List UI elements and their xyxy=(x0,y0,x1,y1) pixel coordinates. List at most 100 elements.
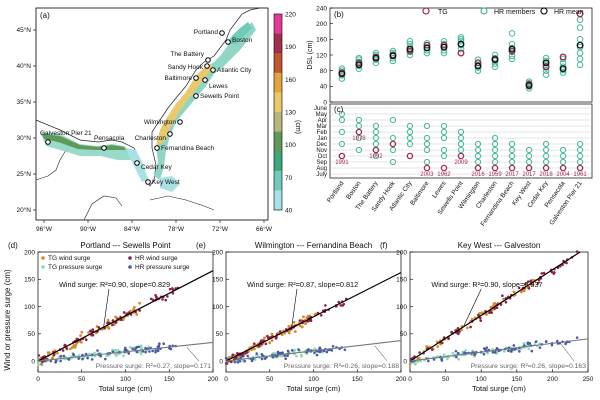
dsl-hr-member-point xyxy=(576,36,584,43)
tg-pressure-point xyxy=(522,341,526,345)
month-tick-label: Apr xyxy=(318,118,327,124)
tg-pressure-point xyxy=(87,352,91,356)
month-hr-member-point xyxy=(576,146,584,154)
tg-pressure-point xyxy=(128,345,132,349)
pressure-fit-annotation: Pressure surge: R²=0.26, slope=0.163 xyxy=(471,363,586,370)
hr-wind-point xyxy=(252,342,256,345)
hr-wind-point xyxy=(447,337,450,341)
month-hr-member-point xyxy=(457,128,465,136)
surge-xtick-label: 150 xyxy=(352,376,363,383)
dsl-hr-member-point xyxy=(576,16,584,24)
dsl-hr-mean-point xyxy=(423,44,431,52)
dsl-hr-member-point xyxy=(576,49,584,57)
hr-pressure-point xyxy=(493,351,497,354)
hr-pressure-point xyxy=(286,354,289,358)
hr-pressure-point xyxy=(473,353,476,356)
hr-pressure-point xyxy=(86,356,89,360)
hr-wind-point xyxy=(240,354,244,357)
tg-wind-point xyxy=(417,356,421,360)
month-hr-member-point xyxy=(389,158,397,166)
surge-ytick-label: 200 xyxy=(24,249,35,256)
month-tick-label: Jan xyxy=(317,136,327,142)
surge-ytick-label: 50 xyxy=(400,331,408,338)
dsl-hr-member-point xyxy=(508,52,516,60)
dsl-hr-member-point xyxy=(457,36,465,43)
surge-panel-d: Portland --- Sewells Point (d) 0 50 100 150 20… xyxy=(8,241,219,393)
surge-xtick-label: 100 xyxy=(476,376,487,383)
tg-wind-point xyxy=(106,318,110,322)
tg-pressure-point xyxy=(464,349,467,352)
month-hr-member-point xyxy=(355,122,363,130)
surge-title: Key West --- Galveston xyxy=(458,241,541,250)
surge-title: Wilmington --- Fernandina Beach xyxy=(255,241,372,250)
month-hr-member-point xyxy=(474,152,482,160)
colorbar: 220 190 160 130 100 70 40 xyxy=(273,12,296,215)
surge-ytick-label: 0 xyxy=(403,358,407,365)
colorbar-tick-label: 40 xyxy=(285,208,293,215)
hr-wind-point xyxy=(490,311,493,314)
hr-pressure-point xyxy=(513,348,516,351)
dsl-hr-mean-point xyxy=(576,41,584,49)
dsl-tg-point xyxy=(542,63,550,71)
hr-pressure-point xyxy=(284,357,287,361)
hr-wind-point xyxy=(540,272,544,275)
month-tg-point xyxy=(457,152,465,160)
hr-wind-point xyxy=(504,300,508,304)
wind-fit-line xyxy=(409,251,581,362)
hr-wind-point xyxy=(75,337,79,341)
month-hr-member-point xyxy=(491,152,499,160)
hr-wind-point xyxy=(469,325,472,329)
surge-xlabel: Total surge (cm) xyxy=(99,384,153,393)
pressure-fit-annotation: Pressure surge: R²=0.26, slope=0.188 xyxy=(284,363,399,370)
pressure-annotation-pointer xyxy=(561,344,575,362)
surge-xlabel: Total surge (cm) xyxy=(472,384,526,393)
month-tg-point xyxy=(491,164,499,172)
colorbar-frame xyxy=(273,13,283,211)
surge-ytick-label: 100 xyxy=(212,304,223,311)
hr-pressure-point xyxy=(491,351,495,354)
dsl-panel-label: (b) xyxy=(334,10,344,19)
hr-wind-point xyxy=(114,321,118,324)
hr-pressure-point xyxy=(131,347,134,350)
surge-xtick-label: 0 xyxy=(224,376,228,383)
month-tg-point xyxy=(525,164,533,172)
cuba-outline xyxy=(149,195,215,211)
month-tick-label: Oct xyxy=(318,154,328,160)
month-tg-point xyxy=(406,152,414,160)
month-tg-year-label: 1962 xyxy=(437,172,451,178)
hr-pressure-point xyxy=(62,354,66,358)
surge-xtick-label: 0 xyxy=(36,376,40,383)
tg-pressure-point xyxy=(37,363,40,366)
station-label: Fernandina Beach xyxy=(161,145,215,152)
dsl-hr-member-point xyxy=(406,37,414,45)
dsl-hr-member-point xyxy=(576,24,584,31)
tg-pressure-point xyxy=(121,354,125,358)
tg-pressure-point xyxy=(140,346,143,350)
tg-wind-point xyxy=(306,314,310,318)
month-hr-member-point xyxy=(423,140,431,148)
month-tg-year-label: 2009 xyxy=(454,160,468,166)
month-tg-year-label: 2003 xyxy=(420,172,434,178)
dsl-ytick-label: 0 xyxy=(323,99,327,106)
hr-pressure-point xyxy=(526,341,530,344)
month-hr-member-point xyxy=(559,152,567,160)
wind-annotation-pointer xyxy=(291,288,298,328)
surge-xtick-label: 200 xyxy=(208,376,219,383)
station-axis-label: Boston xyxy=(345,180,363,201)
tg-wind-point xyxy=(87,331,90,334)
map-lat-label: 40°N xyxy=(16,62,31,70)
wind-fit-line xyxy=(37,270,214,362)
hr-pressure-point xyxy=(90,358,94,361)
hr-wind-point xyxy=(542,271,546,275)
month-panel-label: (c) xyxy=(334,105,344,114)
hr-pressure-point xyxy=(485,346,489,349)
surge-xtick-label: 50 xyxy=(266,376,274,383)
dsl-hr-mean-point xyxy=(491,56,499,64)
station-marker xyxy=(145,179,151,185)
hr-pressure-point xyxy=(427,359,430,363)
hr-wind-point xyxy=(111,323,114,327)
map-lon-label: 78°W xyxy=(168,225,185,233)
hr-wind-point xyxy=(171,291,175,295)
month-hr-member-point xyxy=(508,140,516,148)
hr-pressure-point xyxy=(315,353,319,357)
